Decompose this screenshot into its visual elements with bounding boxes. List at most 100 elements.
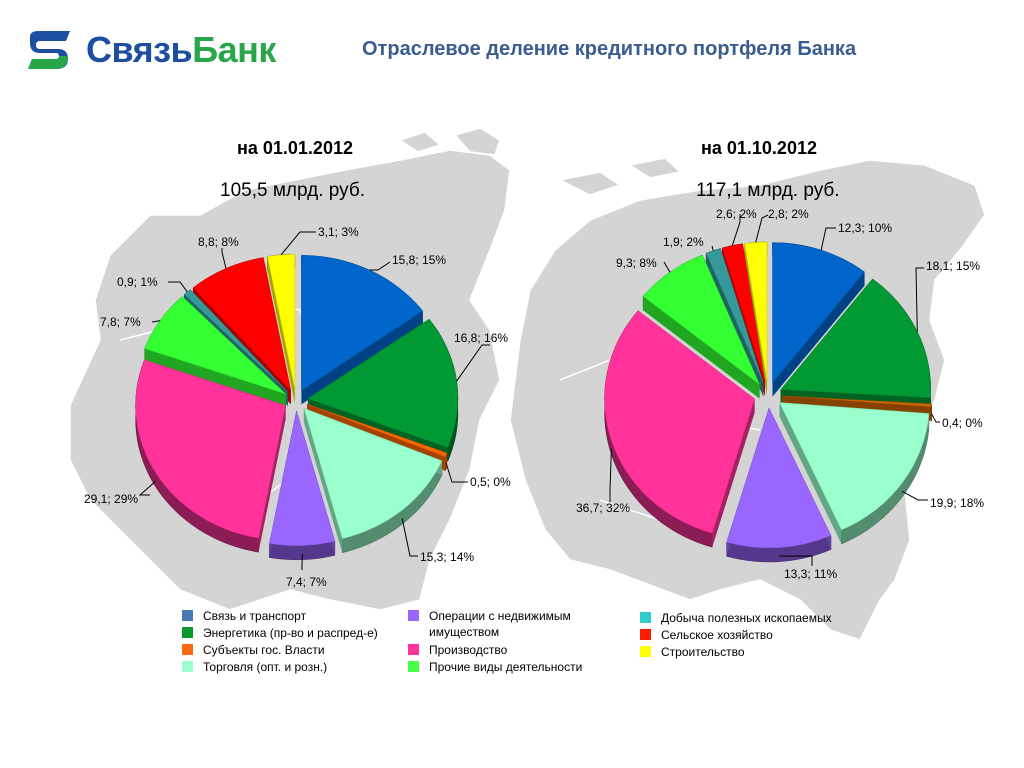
data-label: 19,9; 18% [930,496,984,510]
pie-label-субъекты-гос-власти: 0,5; 0% [445,463,511,489]
pie-label-энергетика-пр-во-и-распред-е: 18,1; 15% [915,259,980,332]
pie-slice-производство [135,359,286,553]
pie-label-производство: 29,1; 29% [84,480,156,506]
legend-label: Торговля (опт. и розн.) [203,660,328,674]
leader-line [168,281,188,293]
pie-label-торговля-опт-и-розн: 15,3; 14% [401,518,474,564]
pie-slice-связь-и-транспорт [772,242,865,397]
pie-slice-прочие-виды-деятельности [642,254,761,399]
pie-slice-side [144,348,286,409]
pie-slice-строительство [744,241,768,396]
leader-line [755,214,769,243]
data-label: 9,3; 8% [616,256,657,270]
pie-slice-торговля-опт-и-розн [779,402,930,545]
data-label: 2,8; 2% [768,207,809,221]
pie-slice-top [604,310,755,534]
legend-label: Энергетика (пр-во и распред-е) [203,626,378,640]
leader-line [779,555,813,566]
data-label: 18,1; 15% [926,259,980,273]
pie-label-торговля-опт-и-розн: 19,9; 18% [901,490,984,510]
legend-swatch [182,627,193,638]
pie-label-строительство: 3,1; 3% [280,225,359,256]
data-label: 29,1; 29% [84,492,138,506]
legend-label: Операции с недвижимым имуществом [429,609,571,639]
pie-label-прочие-виды-деятельности: 7,8; 7% [100,315,161,329]
data-label: 7,8; 7% [100,315,141,329]
legend-swatch [640,646,651,657]
pie-slice-top [307,318,459,448]
leader-line [820,227,836,251]
leader-line [401,518,418,557]
pie-slice-side [258,405,286,553]
pie-label-добыча-полезных-ископаемых: 1,9; 2% [663,235,714,251]
legend-label: Связь и транспорт [203,609,307,623]
legend-item-transport: Связь и транспорт [182,608,306,624]
leader-line [609,448,612,502]
legend-swatch [640,612,651,623]
pie-slice-top [705,248,764,383]
legend-item-agriculture: Сельское хозяйство [640,627,773,643]
leader-line [456,344,490,382]
data-label: 16,8; 16% [454,331,508,345]
pie-slice-side [303,408,343,553]
legend-swatch [408,661,419,672]
data-label: 0,4; 0% [942,416,983,430]
legend-item-other: Прочие виды деятельности [408,659,582,675]
pie-label-строительство: 2,8; 2% [755,207,809,243]
leader-line [663,261,671,273]
pie-slice-top [303,407,443,539]
chart-1-subtitle: 105,5 млрд. руб. [220,180,365,201]
data-label: 12,3; 10% [838,221,892,235]
data-label: 15,8; 15% [392,253,446,267]
data-label: 3,1; 3% [318,225,359,239]
leader-line [151,320,161,323]
legend-label: Добыча полезных ископаемых [661,611,832,625]
legend-swatch [408,644,419,655]
pie-slice-top [779,402,930,531]
logo: СвязьБанк [26,26,276,74]
data-label: 0,5; 0% [470,475,511,489]
pie-label-операции-с-недвижимым-имуществом: 13,3; 11% [779,555,837,581]
legend-label: Строительство [661,645,745,659]
pie-label-сельское-хозяйство: 2,6; 2% [716,207,757,246]
pie-slice-top [192,257,292,392]
legend-swatch [182,644,193,655]
legend-label: Субъекты гос. Власти [203,643,325,657]
legend-label: Сельское хозяйство [661,628,773,642]
pie-slice-side [301,310,423,405]
leader-line [280,231,316,256]
pie-label-добыча-полезных-ископаемых: 0,9; 1% [117,275,188,293]
data-label: 8,8; 8% [198,235,239,249]
pie-slice-top [269,410,336,547]
pie-slice-добыча-полезных-ископаемых [705,248,764,397]
legend-item-energy: Энергетика (пр-во и распред-е) [182,625,378,641]
chart-2-title: на 01.10.2012 [701,138,817,158]
data-label: 15,3; 14% [420,550,474,564]
pie-label-связь-и-транспорт: 15,8; 15% [369,253,446,271]
leader-line [901,490,928,501]
pie-slice-торговля-опт-и-розн [303,407,443,554]
logo-icon [28,31,70,69]
legend-swatch [182,610,193,621]
legend-item-mining: Добыча полезных ископаемых [640,610,832,626]
legend-item-government: Субъекты гос. Власти [182,642,325,658]
pie-slice-top [301,255,423,391]
chart-2-subtitle: 117,1 млрд. руб. [696,180,840,201]
pie-label-субъекты-гос-власти: 0,4; 0% [931,413,983,430]
logo-text-part1: Связь [86,29,193,70]
legend-swatch [182,661,193,672]
pie-slice-side [267,256,295,404]
leader-line [731,214,741,246]
pie-slice-операции-с-недвижимым-имуществом [269,410,336,561]
pie-label-прочие-виды-деятельности: 9,3; 8% [616,256,671,273]
pie-label-операции-с-недвижимым-имуществом: 7,4; 7% [286,554,327,589]
data-label: 7,4; 7% [286,575,327,589]
pie-label-связь-и-транспорт: 12,3; 10% [820,221,892,251]
legend-item-real-estate: Операции с недвижимым имуществом [408,608,599,640]
pie-label-энергетика-пр-во-и-распред-е: 16,8; 16% [454,331,508,382]
legend-item-construction: Строительство [640,644,745,660]
pie-slice-top [781,395,933,408]
leader-line [445,463,468,483]
pie-slice-top [307,403,448,458]
